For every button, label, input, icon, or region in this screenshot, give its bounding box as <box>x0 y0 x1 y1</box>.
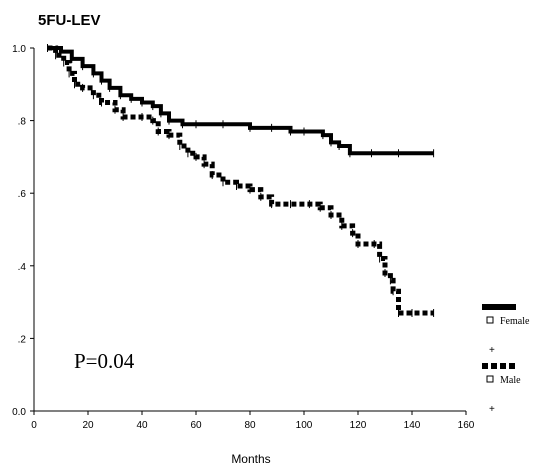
legend-censor-male: + <box>489 404 495 415</box>
series-line-male <box>47 45 434 316</box>
series-layer <box>47 44 435 317</box>
y-tick-label: .8 <box>18 117 27 128</box>
y-tick-label: .4 <box>18 262 27 273</box>
x-tick-label: 160 <box>458 420 475 431</box>
legend-label-male: Male <box>500 375 521 386</box>
x-axis-label: Months <box>231 452 270 466</box>
legend-box-male <box>486 375 494 383</box>
y-tick-label: 0.0 <box>12 407 26 418</box>
y-tick-label: .2 <box>18 334 27 345</box>
axes: 0 20 40 60 80 100 120 140 160 0.0 .2 .4 .6 .8 1.0 <box>12 44 475 431</box>
p-value-annotation: P=0.04 <box>74 349 135 373</box>
legend-box-female <box>486 316 494 324</box>
legend: Female + Male + <box>482 304 530 415</box>
x-tick-label: 80 <box>244 420 256 431</box>
x-tick-label: 40 <box>136 420 148 431</box>
x-tick-label: 0 <box>31 420 37 431</box>
chart-title: 5FU-LEV <box>38 12 101 29</box>
legend-label-female: Female <box>500 316 530 327</box>
x-tick-label: 20 <box>82 420 94 431</box>
x-tick-label: 120 <box>350 420 367 431</box>
y-tick-label: .6 <box>18 189 27 200</box>
legend-censor-female: + <box>489 345 495 356</box>
x-tick-label: 60 <box>190 420 202 431</box>
x-tick-label: 100 <box>296 420 313 431</box>
x-tick-label: 140 <box>404 420 421 431</box>
y-tick-label: 1.0 <box>12 44 26 55</box>
